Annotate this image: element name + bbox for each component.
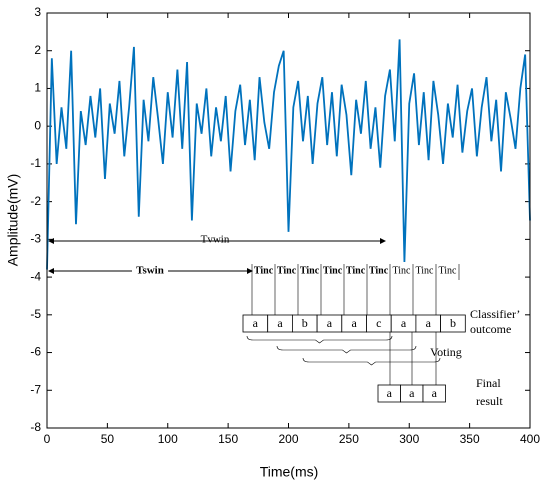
outcome-label: a [426,316,432,330]
x-tick-label: 50 [101,432,115,446]
brace [276,345,417,354]
outcome-box [440,314,466,333]
brace [302,357,441,366]
classifier-label: outcome [470,322,511,336]
outcome-label: b [302,316,308,330]
y-tick-label: -1 [30,156,41,170]
y-tick-label: -5 [30,307,41,321]
x-tick-label: 100 [158,432,178,446]
tinc-label: Tinc [416,265,435,276]
final-caption: result [476,394,503,408]
tinc-label: Tinc [323,265,343,276]
x-tick-label: 200 [278,432,298,446]
x-tick-label: 0 [44,432,51,446]
y-tick-label: -6 [30,345,41,359]
outcome-label: a [327,316,333,330]
label-bg [132,264,168,278]
y-tick-label: -4 [30,269,41,283]
final-label: a [409,386,415,400]
x-axis-label: Time(ms) [260,464,319,480]
x-tick-label: 150 [218,432,238,446]
annotation: Tswin [136,265,164,277]
tinc-label: Tinc [254,265,274,276]
x-tick-label: 400 [520,432,540,446]
annotation: Tvwin [201,234,230,246]
y-tick-label: 0 [34,118,41,132]
outcome-label: a [351,316,357,330]
tinc-label: Tinc [300,265,320,276]
outcome-label: a [401,316,407,330]
y-tick-label: 1 [34,81,41,95]
x-tick-label: 350 [460,432,480,446]
final-box [422,384,446,403]
y-tick-label: -7 [30,382,41,396]
final-label: a [432,386,438,400]
tinc-label: Tinc [346,265,366,276]
brace [246,335,393,344]
tinc-label: Tinc [369,265,389,276]
outcome-label: a [277,316,283,330]
voting-label: Voting [430,345,462,359]
x-tick-label: 250 [339,432,359,446]
tinc-label: Tinc [439,265,458,276]
outcome-label: a [253,316,259,330]
outcome-label: c [376,316,381,330]
plot-frame [46,12,531,429]
x-tick-label: 300 [399,432,419,446]
y-tick-label: -3 [30,232,41,246]
tinc-label: Tinc [393,265,412,276]
y-tick-label: 2 [34,43,41,57]
y-axis-label: Amplitude(mV) [5,174,21,267]
tinc-label: Tinc [277,265,297,276]
classifier-label: Classifier’ [470,307,520,321]
y-tick-label: -8 [30,420,41,434]
y-tick-label: 3 [34,5,41,19]
outcome-label: b [450,316,456,330]
final-label: a [387,386,393,400]
y-tick-label: -2 [30,194,41,208]
line-series [46,39,531,270]
final-caption: Final [476,376,501,390]
